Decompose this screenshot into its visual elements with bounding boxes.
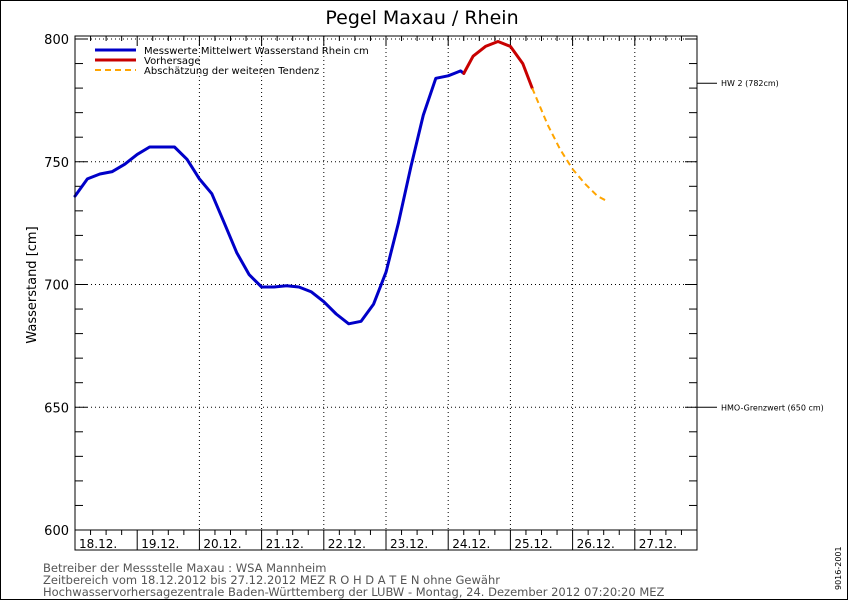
x-tick-label: 19.12.: [141, 537, 179, 551]
axis-ticks: 600 650 700 750 800 18.12. 19.12. 20.12. 21.12. 2…: [44, 33, 698, 551]
footer-operator: Betreiber der Messstelle Maxau : WSA Man…: [43, 561, 327, 575]
x-tick-label: 24.12.: [452, 537, 490, 551]
x-tick-label: 20.12.: [203, 537, 241, 551]
series-line-3: [531, 87, 608, 202]
legend-label-3: Abschätzung der weiteren Tendenz: [144, 66, 319, 77]
y-tick-label: 600: [44, 524, 69, 539]
y-tick-label: 650: [44, 401, 69, 416]
x-tick-label: 21.12.: [266, 537, 304, 551]
x-tick-label: 27.12.: [639, 537, 677, 551]
y-tick-label: 700: [44, 279, 69, 294]
x-tick-label: 18.12.: [79, 537, 117, 551]
legend: Messwerte Mittelwert Wasserstand Rhein c…: [95, 46, 369, 77]
plot-area-border: [74, 35, 698, 551]
y-axis-label: Wasserstand [cm]: [25, 226, 40, 343]
series-line-2: [462, 40, 534, 90]
x-tick-label: 26.12.: [577, 537, 615, 551]
series-line-1: [73, 69, 466, 326]
reference-label-2: HMO-Grenzwert (650 cm): [721, 403, 824, 412]
legend-label-2: Vorhersage: [144, 56, 201, 67]
grid: [75, 36, 697, 530]
y-tick-label: 750: [44, 156, 69, 171]
legend-label-1: Messwerte Mittelwert Wasserstand Rhein c…: [144, 46, 369, 57]
reference-markers: HW 2 (782cm) HMO-Grenzwert (650 cm): [697, 79, 824, 412]
y-tick-label: 800: [44, 33, 69, 48]
x-tick-label: 22.12.: [328, 537, 366, 551]
footer-publisher: Hochwasservorhersagezentrale Baden-Württ…: [43, 585, 665, 599]
chart-title: Pegel Maxau / Rhein: [325, 7, 518, 29]
plot-border: [74, 35, 698, 551]
x-tick-label: 25.12.: [514, 537, 552, 551]
reference-label-1: HW 2 (782cm): [721, 79, 779, 88]
version-code: 9016-2001: [834, 546, 843, 590]
footer-time-range: Zeitbereich vom 18.12.2012 bis 27.12.201…: [43, 573, 500, 587]
x-tick-label: 23.12.: [390, 537, 428, 551]
series-group: [73, 40, 608, 326]
